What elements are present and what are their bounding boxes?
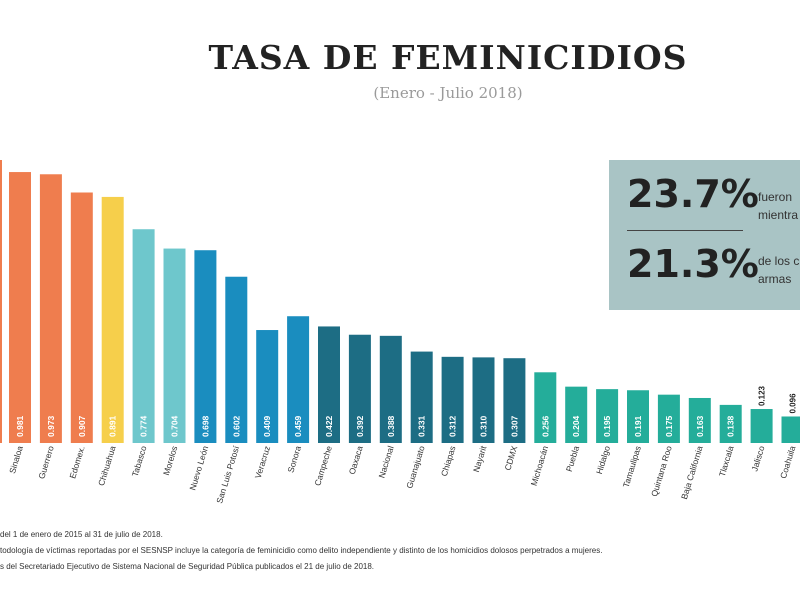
bar-value-label: 0.698: [200, 415, 210, 437]
bar: [688, 397, 711, 443]
bar: [596, 389, 619, 443]
category-label: Baja California: [679, 444, 705, 500]
category-label: Michoacán: [529, 444, 551, 486]
bar-value-label: 0.191: [633, 415, 643, 437]
bar: [410, 351, 433, 443]
bar: [256, 330, 279, 443]
bar-value-label: 0.331: [417, 415, 427, 437]
bar-partial: [0, 160, 2, 443]
stat-divider: [627, 230, 743, 231]
bar: [719, 404, 742, 443]
category-label: Morelos: [161, 445, 179, 477]
bar-value-label: 0.175: [664, 415, 674, 437]
bar: [472, 357, 495, 443]
bar-value-label: 0.195: [602, 415, 612, 437]
stat-value: 23.7%: [627, 172, 759, 216]
bar-value-label: 0.409: [262, 415, 272, 437]
bar: [194, 250, 217, 443]
footnote: s del Secretariado Ejecutivo de Sistema …: [0, 562, 375, 571]
category-label: Oaxaca: [347, 444, 365, 475]
category-label: Edomex.: [67, 445, 86, 480]
category-label: San Luis Potosí: [214, 444, 241, 504]
category-label: Nayarit: [471, 444, 489, 473]
bar-value-label: 0.096: [789, 393, 798, 414]
category-label: Tlaxcala: [717, 444, 736, 477]
bar: [70, 192, 93, 443]
bar: [379, 335, 402, 443]
stats-panel: 23.7% fueron mientra 21.3% de los c arma…: [609, 160, 800, 310]
category-label: Hidalgo: [594, 444, 612, 475]
chart-subtitle: (Enero - Julio 2018): [373, 84, 523, 102]
bar: [781, 416, 800, 443]
category-label: Coahuila: [778, 444, 797, 479]
bar-value-label: 0.973: [46, 415, 56, 437]
bar: [101, 196, 124, 443]
bar-value-label: 0.138: [726, 415, 736, 437]
bar-value-label: 0.163: [695, 415, 705, 437]
bar: [39, 174, 62, 443]
bar-value-label: 0.459: [293, 415, 303, 437]
bar: [163, 248, 186, 443]
bar: [9, 172, 31, 444]
footnote: del 1 de enero de 2015 al 31 de julio de…: [0, 530, 163, 539]
category-label: Nuevo León: [187, 444, 210, 491]
bar-value-label: 0.602: [231, 415, 241, 437]
category-label: Nacional: [376, 445, 395, 480]
stat-value: 21.3%: [627, 242, 759, 286]
bar-value-label: 0.422: [324, 415, 334, 437]
category-label: Jalisco: [749, 444, 766, 472]
bar: [287, 316, 310, 443]
category-label: Guerrero: [36, 444, 56, 480]
bar-value-label: 0.310: [479, 415, 489, 437]
footnote: todología de víctimas reportadas por el …: [0, 546, 603, 555]
bar-value-label: 0.307: [509, 415, 519, 437]
category-label: Puebla: [564, 444, 581, 472]
bar-value-label: 0.774: [139, 415, 149, 437]
bar-value-label: 0.981: [15, 415, 25, 437]
bar-value-label: 0.256: [540, 415, 550, 437]
stat-text-line: fueron: [758, 190, 793, 204]
category-label: Campeche: [312, 444, 334, 486]
stat-text-line: de los c: [758, 254, 800, 268]
category-label: Tamaulipas: [621, 445, 643, 489]
bar-value-label: 0.123: [758, 385, 767, 406]
category-label: Sinaloa: [7, 444, 25, 474]
bar-value-label: 0.312: [448, 415, 458, 437]
bar: [657, 394, 680, 443]
category-label: Sonora: [285, 444, 303, 473]
bar: [132, 229, 155, 443]
bar: [225, 276, 248, 443]
bar: [627, 390, 649, 443]
category-label: Tabasco: [130, 444, 149, 477]
category-label: Chihuahua: [96, 444, 118, 487]
bar-value-label: 0.891: [108, 415, 118, 437]
bar: [565, 386, 588, 443]
bar: [750, 409, 773, 443]
bar-value-label: 0.704: [170, 415, 180, 437]
bar: [441, 356, 464, 443]
category-label: Chiapas: [439, 445, 458, 478]
bar: [503, 358, 526, 443]
category-label: Veracruz: [253, 445, 272, 480]
category-label: Quintana Roo: [649, 444, 674, 497]
bar-value-label: 0.392: [355, 415, 365, 437]
chart-title: TASA DE FEMINICIDIOS: [208, 38, 688, 77]
stat-text-line: mientra: [758, 208, 799, 222]
bar: [534, 372, 557, 443]
bar-value-label: 0.204: [571, 415, 581, 437]
stat-text-line: armas: [758, 272, 792, 286]
bar: [348, 334, 371, 443]
category-label: Guanajuato: [404, 444, 426, 489]
category-label: CDMX: [502, 444, 519, 471]
bar-value-label: 0.388: [386, 415, 396, 437]
bar: [318, 326, 340, 443]
bar-value-label: 0.907: [77, 415, 87, 437]
